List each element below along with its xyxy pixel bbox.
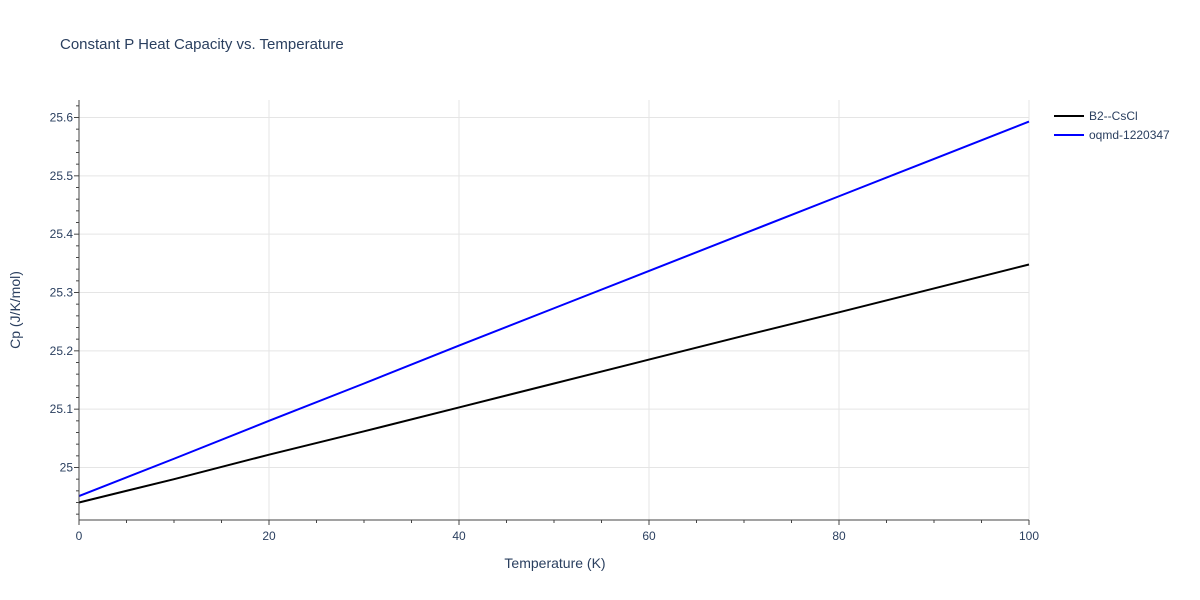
y-tick-label: 25.2 [50, 344, 74, 358]
chart-title: Constant P Heat Capacity vs. Temperature [60, 36, 344, 53]
x-axis-label: Temperature (K) [504, 555, 605, 571]
y-tick-label: 25.3 [50, 286, 74, 300]
series-line [78, 263, 1030, 504]
legend-item[interactable]: oqmd-1220347 [1054, 125, 1170, 144]
grid-lines [79, 100, 1030, 520]
x-tick-label: 20 [262, 529, 276, 543]
legend-item[interactable]: B2--CsCl [1054, 106, 1170, 125]
y-tick-label: 25 [60, 461, 74, 475]
y-tick-label: 25.5 [50, 169, 74, 183]
x-tick-label: 60 [642, 529, 656, 543]
legend-label: oqmd-1220347 [1089, 127, 1170, 142]
series-lines [78, 120, 1030, 504]
legend-swatch [1054, 133, 1084, 136]
x-tick-label: 0 [76, 529, 83, 543]
axes: 0 20 40 60 80 100 25 25.1 25.2 25.3 25.4 25.5 25.6 [50, 100, 1039, 543]
series-line [78, 120, 1030, 498]
y-tick-label: 25.4 [50, 227, 74, 241]
legend-label: B2--CsCl [1089, 108, 1138, 123]
y-tick-label: 25.6 [50, 111, 74, 125]
legend[interactable]: B2--CsCl oqmd-1220347 [1054, 106, 1170, 144]
x-tick-label: 100 [1019, 529, 1039, 543]
x-tick-label: 80 [832, 529, 846, 543]
x-tick-label: 40 [452, 529, 466, 543]
y-tick-label: 25.1 [50, 402, 74, 416]
legend-swatch [1054, 114, 1084, 117]
y-axis-label: Cp (J/K/mol) [7, 271, 23, 349]
